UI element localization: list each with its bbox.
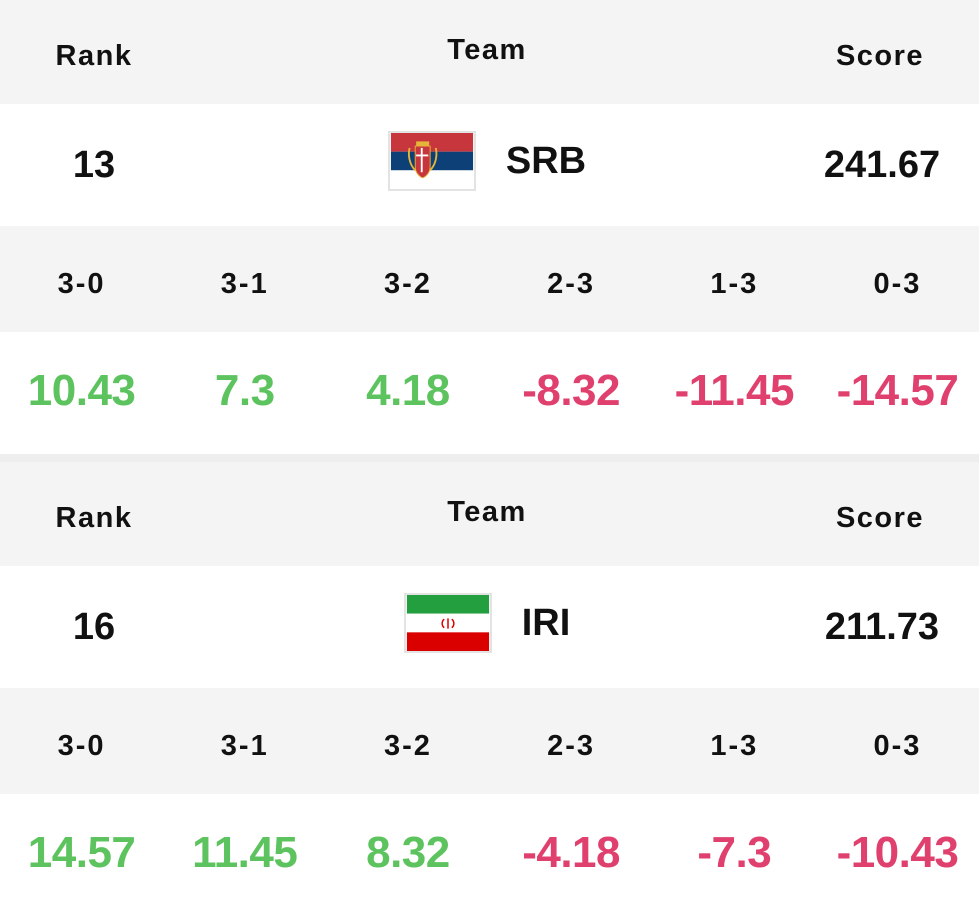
rank-header: Rank <box>55 40 133 72</box>
iran-flag-icon <box>403 593 492 653</box>
outcome-label-3-2: 3-2 <box>383 730 432 762</box>
team-card-iri: Rank Team Score 16 IRI 211.73 3-0 3-1 3-… <box>0 454 979 916</box>
outcome-value-3-1: 7.3 <box>214 366 275 415</box>
team-code: IRI <box>521 601 571 644</box>
outcome-value-1-3: -7.3 <box>697 828 772 877</box>
team-cell: IRI <box>300 592 674 654</box>
team-code: SRB <box>505 139 587 182</box>
outcome-label-0-3: 0-3 <box>873 730 922 762</box>
outcome-value-3-2: 4.18 <box>366 366 450 415</box>
outcome-value-2-3: -8.32 <box>522 366 620 415</box>
outcome-label-0-3: 0-3 <box>873 268 922 300</box>
outcome-values-row: 14.57 11.45 8.32 -4.18 -7.3 -10.43 <box>0 794 979 916</box>
outcome-label-3-0: 3-0 <box>57 268 106 300</box>
score-header: Score <box>835 502 925 534</box>
rank-header: Rank <box>55 502 133 534</box>
header-row: Rank Team Score <box>0 462 979 566</box>
outcome-value-2-3: -4.18 <box>522 828 620 877</box>
outcome-label-3-2: 3-2 <box>383 268 432 300</box>
outcome-label-2-3: 2-3 <box>547 268 596 300</box>
outcome-label-1-3: 1-3 <box>710 268 759 300</box>
outcome-values-row: 10.43 7.3 4.18 -8.32 -11.45 -14.57 <box>0 332 979 454</box>
score-value: 241.67 <box>823 144 941 186</box>
team-cell: SRB <box>300 130 674 192</box>
outcome-value-0-3: -10.43 <box>836 828 959 877</box>
outcome-value-3-0: 14.57 <box>27 828 136 877</box>
outcome-label-1-3: 1-3 <box>710 730 759 762</box>
team-row: 16 IRI 211.73 <box>0 566 979 688</box>
score-header: Score <box>835 40 925 72</box>
outcome-header-row: 3-0 3-1 3-2 2-3 1-3 0-3 <box>0 688 979 794</box>
outcome-value-3-1: 11.45 <box>192 828 298 877</box>
rank-value: 13 <box>72 144 116 186</box>
outcome-value-3-0: 10.43 <box>27 366 136 415</box>
score-value: 211.73 <box>824 606 940 648</box>
header-row: Rank Team Score <box>0 0 979 104</box>
outcome-label-3-0: 3-0 <box>57 730 106 762</box>
outcome-label-3-1: 3-1 <box>220 730 269 762</box>
outcome-label-2-3: 2-3 <box>547 730 596 762</box>
outcome-label-3-1: 3-1 <box>220 268 269 300</box>
outcome-value-0-3: -14.57 <box>836 366 959 415</box>
outcome-value-1-3: -11.45 <box>674 366 795 415</box>
team-header: Team <box>447 496 527 528</box>
outcome-header-row: 3-0 3-1 3-2 2-3 1-3 0-3 <box>0 226 979 332</box>
team-row: 13 SRB 241.67 <box>0 104 979 226</box>
team-card-srb: Rank Team Score 13 SRB 241.67 3-0 3-1 3-… <box>0 0 979 454</box>
outcome-value-3-2: 8.32 <box>366 828 450 877</box>
team-header: Team <box>447 34 527 66</box>
serbia-flag-icon <box>387 131 476 191</box>
rank-value: 16 <box>72 606 116 648</box>
